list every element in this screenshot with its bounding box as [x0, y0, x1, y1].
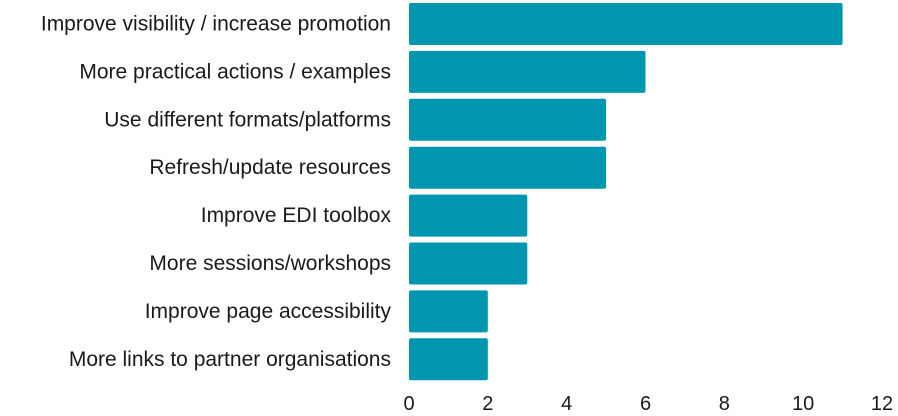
category-label: More sessions/workshops [149, 252, 391, 275]
bar [409, 146, 607, 189]
x-tick-label: 10 [792, 393, 814, 415]
bar [409, 3, 843, 45]
category-label: More links to partner organisations [69, 348, 391, 371]
x-tick-label: 4 [561, 393, 572, 415]
x-tick-label: 0 [403, 393, 414, 415]
bars-group [409, 3, 843, 381]
x-tick-label: 6 [640, 393, 651, 415]
category-label: More practical actions / examples [79, 60, 391, 83]
x-tick-label: 2 [482, 393, 493, 415]
x-tick-label: 12 [871, 393, 893, 415]
category-label: Use different formats/platforms [104, 108, 391, 131]
bar [409, 290, 488, 333]
bar [409, 242, 528, 285]
bar [409, 338, 488, 381]
category-label: Refresh/update resources [149, 156, 391, 179]
bar [409, 50, 646, 93]
bar [409, 194, 528, 237]
category-label: Improve visibility / increase promotion [41, 13, 391, 36]
category-label: Improve EDI toolbox [201, 204, 392, 227]
x-tick-label: 8 [719, 393, 730, 415]
bar [409, 98, 607, 141]
category-label: Improve page accessibility [145, 300, 392, 323]
x-tick-labels-group: 0 2 4 6 8 10 12 [403, 393, 893, 415]
category-labels-group: Improve visibility / increase promotion M… [41, 13, 392, 371]
